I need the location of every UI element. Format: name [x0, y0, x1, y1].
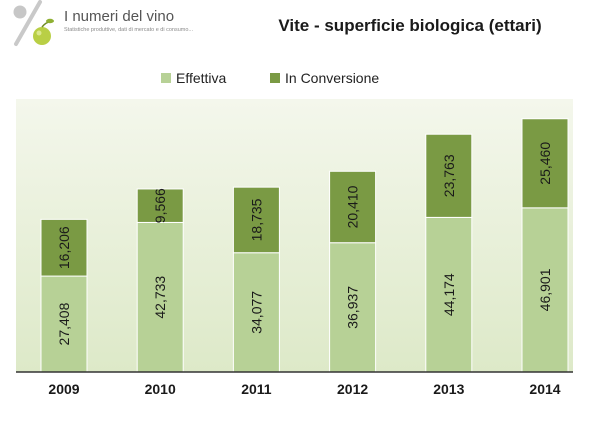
data-label-in-conversione-2012: 20,410 — [345, 185, 361, 228]
plot-area — [16, 99, 573, 372]
bar-in-conversione-2012 — [329, 170, 377, 244]
data-label-effettiva-2011: 34,077 — [248, 291, 264, 334]
legend-swatch-in-conversione — [270, 73, 280, 83]
bar-effettiva-2013 — [425, 216, 473, 373]
grape-percent-logo-icon — [13, 0, 54, 46]
data-label-in-conversione-2014: 25,460 — [537, 142, 553, 185]
legend-label-in-conversione: In Conversione — [285, 70, 380, 86]
data-label-in-conversione-2011: 18,735 — [248, 198, 264, 241]
legend-item-in-conversione: In Conversione — [270, 68, 379, 88]
bar-in-conversione-2013 — [425, 133, 473, 218]
x-tick-label-2011: 2011 — [241, 381, 272, 397]
bar-in-conversione-2009 — [40, 218, 88, 277]
x-tick-label-2010: 2010 — [145, 381, 176, 397]
legend: Effettiva In Conversione — [0, 68, 589, 88]
chart-title: Vite - superficie biologica (ettari) — [278, 16, 542, 35]
logo-title: I numeri del vino — [64, 8, 175, 25]
data-label-effettiva-2012: 36,937 — [345, 286, 361, 329]
bar-effettiva-2014 — [521, 207, 569, 373]
legend-item-effettiva: Effettiva — [161, 68, 226, 88]
bar-in-conversione-2010 — [136, 188, 184, 223]
logo-subtitle: Statistiche produttive, dati di mercato … — [64, 27, 194, 33]
data-label-effettiva-2013: 44,174 — [441, 273, 457, 316]
x-tick-label-2013: 2013 — [433, 381, 464, 397]
data-label-effettiva-2014: 46,901 — [537, 268, 553, 311]
x-tick-label-2012: 2012 — [337, 381, 368, 397]
data-label-in-conversione-2013: 23,763 — [441, 154, 457, 197]
legend-swatch-effettiva — [161, 73, 171, 83]
bar-in-conversione-2011 — [232, 186, 280, 254]
logo: I numeri del vino Statistiche produttive… — [0, 0, 200, 52]
data-label-in-conversione-2010: 9,566 — [152, 188, 168, 223]
data-label-effettiva-2009: 27,408 — [56, 302, 72, 345]
data-label-effettiva-2010: 42,733 — [152, 276, 168, 319]
legend-label-effettiva: Effettiva — [176, 70, 227, 86]
bar-effettiva-2012 — [329, 242, 377, 373]
bar-effettiva-2010 — [136, 221, 184, 373]
data-label-in-conversione-2009: 16,206 — [56, 226, 72, 269]
bar-in-conversione-2014 — [521, 118, 569, 209]
x-tick-label-2009: 2009 — [48, 381, 79, 397]
x-tick-label-2014: 2014 — [529, 381, 560, 397]
bar-effettiva-2009 — [40, 275, 88, 373]
